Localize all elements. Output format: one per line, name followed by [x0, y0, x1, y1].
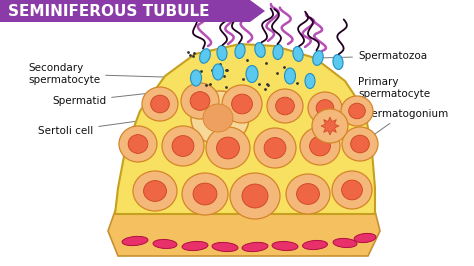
Ellipse shape: [182, 173, 228, 215]
Ellipse shape: [332, 171, 372, 209]
Ellipse shape: [354, 233, 376, 243]
Ellipse shape: [300, 127, 340, 165]
Text: Primary
spermatocyte: Primary spermatocyte: [345, 77, 430, 107]
Ellipse shape: [191, 70, 201, 86]
Ellipse shape: [273, 44, 283, 60]
Ellipse shape: [313, 51, 323, 65]
Text: SEMINIFEROUS TUBULE: SEMINIFEROUS TUBULE: [8, 3, 210, 19]
Ellipse shape: [222, 85, 262, 123]
Ellipse shape: [151, 95, 169, 113]
Ellipse shape: [297, 184, 319, 204]
Ellipse shape: [122, 236, 148, 246]
Ellipse shape: [312, 109, 348, 143]
Ellipse shape: [333, 238, 357, 248]
Text: Spermatogonium: Spermatogonium: [358, 109, 448, 144]
Ellipse shape: [351, 135, 369, 153]
Ellipse shape: [302, 240, 328, 250]
Ellipse shape: [217, 137, 239, 159]
Ellipse shape: [305, 73, 315, 89]
Ellipse shape: [342, 127, 378, 161]
Ellipse shape: [217, 45, 227, 60]
Ellipse shape: [133, 171, 177, 211]
Ellipse shape: [235, 44, 245, 59]
Ellipse shape: [181, 83, 219, 119]
Ellipse shape: [193, 183, 217, 205]
Ellipse shape: [310, 136, 330, 156]
Polygon shape: [321, 117, 339, 135]
Ellipse shape: [144, 181, 166, 201]
Text: Spermatozoa: Spermatozoa: [321, 51, 427, 61]
Polygon shape: [0, 0, 265, 22]
Ellipse shape: [206, 127, 250, 169]
Ellipse shape: [182, 242, 208, 251]
Ellipse shape: [316, 100, 334, 116]
Ellipse shape: [212, 242, 238, 252]
Ellipse shape: [264, 138, 286, 158]
Ellipse shape: [128, 135, 148, 153]
Ellipse shape: [203, 104, 233, 132]
Text: Secondary
spermatocyte: Secondary spermatocyte: [28, 63, 193, 85]
Ellipse shape: [162, 126, 204, 166]
Ellipse shape: [272, 242, 298, 251]
Text: Spermatid: Spermatid: [52, 88, 193, 106]
Polygon shape: [115, 44, 375, 214]
Ellipse shape: [284, 68, 295, 84]
Ellipse shape: [254, 128, 296, 168]
Text: Sertoli cell: Sertoli cell: [38, 118, 157, 136]
Ellipse shape: [212, 64, 224, 80]
Ellipse shape: [246, 65, 258, 82]
Ellipse shape: [153, 239, 177, 248]
Ellipse shape: [190, 92, 210, 110]
Ellipse shape: [172, 136, 194, 156]
Ellipse shape: [232, 94, 252, 114]
Ellipse shape: [191, 91, 249, 145]
Ellipse shape: [333, 55, 343, 69]
Ellipse shape: [119, 126, 157, 162]
Ellipse shape: [142, 87, 178, 121]
Ellipse shape: [293, 47, 303, 61]
Polygon shape: [108, 211, 380, 256]
Ellipse shape: [242, 242, 268, 252]
Ellipse shape: [349, 103, 365, 119]
Ellipse shape: [200, 49, 210, 63]
Ellipse shape: [341, 96, 373, 126]
Ellipse shape: [308, 92, 342, 124]
Ellipse shape: [276, 97, 294, 115]
Ellipse shape: [286, 174, 330, 214]
Ellipse shape: [267, 89, 303, 123]
Ellipse shape: [342, 180, 363, 200]
Ellipse shape: [242, 184, 268, 208]
Ellipse shape: [230, 173, 280, 219]
Ellipse shape: [255, 43, 265, 57]
